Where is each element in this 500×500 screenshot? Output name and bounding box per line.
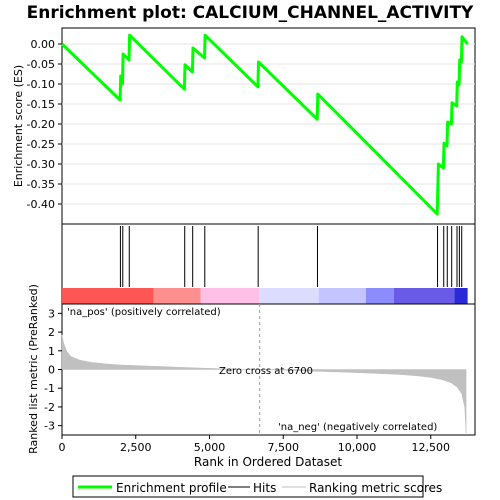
hit-marks-group — [119, 226, 463, 287]
legend-label-enrichment: Enrichment profile — [116, 481, 227, 495]
legend-item-hits: Hits — [228, 481, 276, 495]
enrichment-profile-line — [60, 33, 469, 216]
metric-y-axis-ticks: 3 2 1 0 -1 -2 -3 — [44, 307, 62, 433]
ranking-metric-area — [61, 334, 467, 434]
metric-area-group — [61, 334, 467, 434]
es-y-tick-label: -0.10 — [27, 78, 55, 91]
metric-y-tick-label: 2 — [48, 326, 55, 339]
positive-correlation-label: 'na_pos' (positively correlated) — [67, 307, 221, 318]
legend-item-enrichment-profile: Enrichment profile — [78, 481, 227, 495]
ranking-color-bar — [62, 288, 468, 304]
es-y-tick-label: -0.30 — [27, 158, 55, 171]
color-bar-segment — [365, 288, 394, 304]
x-tick-label: 0 — [59, 441, 66, 454]
metric-y-tick-label: -3 — [44, 420, 55, 433]
legend-label-hits: Hits — [253, 481, 276, 495]
x-tick-label: 7,500 — [268, 441, 300, 454]
zero-cross-label: Zero cross at 6700 — [219, 366, 313, 377]
legend-label-ranking: Ranking metric scores — [309, 481, 442, 495]
metric-y-axis-label: Ranked list metric (PreRanked) — [27, 284, 40, 454]
legend-item-ranking-metric: Ranking metric scores — [282, 481, 442, 495]
es-y-tick-label: 0.00 — [31, 38, 56, 51]
chart-title: Enrichment plot: CALCIUM_CHANNEL_ACTIVIT… — [27, 3, 474, 23]
negative-correlation-label: 'na_neg' (negatively correlated) — [278, 422, 437, 433]
color-bar-segment — [454, 288, 468, 304]
x-tick-label: 10,000 — [338, 441, 377, 454]
es-panel-frame — [61, 27, 476, 225]
es-y-tick-label: -0.05 — [27, 58, 55, 71]
metric-y-tick-label: 3 — [48, 307, 55, 320]
color-bar-segment — [318, 288, 366, 304]
x-tick-label: 12,500 — [412, 441, 451, 454]
es-line-group — [60, 33, 469, 216]
es-y-tick-label: -0.20 — [27, 118, 55, 131]
metric-y-tick-label: 1 — [48, 345, 55, 358]
color-bar-segment — [62, 288, 154, 304]
es-y-tick-label: -0.15 — [27, 98, 55, 111]
es-y-axis-label: Enrichment score (ES) — [12, 65, 25, 187]
es-y-tick-label: -0.40 — [27, 198, 55, 211]
color-bar-segment — [259, 288, 319, 304]
x-tick-label: 5,000 — [194, 441, 226, 454]
x-axis-label: Rank in Ordered Dataset — [194, 455, 342, 469]
metric-y-tick-label: -2 — [44, 401, 55, 414]
color-bar-segment — [200, 288, 260, 304]
metric-x-axis-ticks: 0 2,500 5,000 7,500 10,000 12,500 — [59, 435, 451, 454]
es-y-tick-label: -0.35 — [27, 178, 55, 191]
x-tick-label: 2,500 — [120, 441, 152, 454]
metric-y-tick-label: 0 — [48, 364, 55, 377]
color-bar-segment — [393, 288, 455, 304]
es-y-tick-label: -0.25 — [27, 138, 55, 151]
metric-y-tick-label: -1 — [44, 382, 55, 395]
color-bar-segment — [153, 288, 201, 304]
es-y-axis-ticks: 0.00 -0.05 -0.10 -0.15 -0.20 -0.25 -0.30 -0.35 -… — [27, 38, 62, 211]
